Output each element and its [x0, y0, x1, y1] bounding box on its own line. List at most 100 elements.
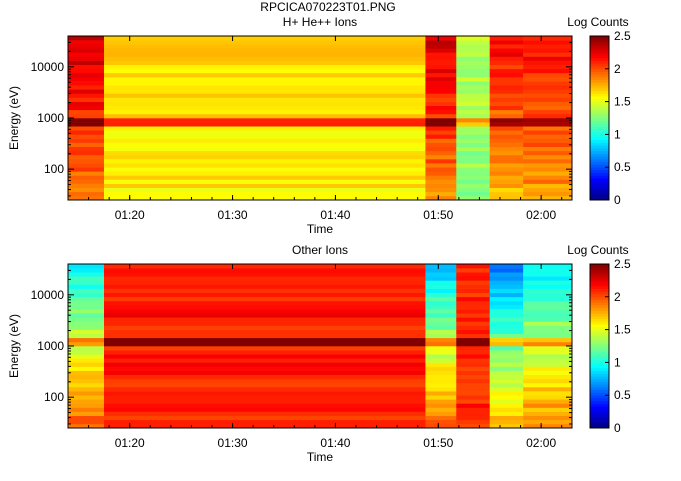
heatmap-cell [523, 187, 573, 193]
heatmap-cell [104, 280, 426, 285]
heatmap-cell [68, 56, 105, 61]
heatmap-cell [489, 284, 524, 289]
heatmap-cell [68, 150, 105, 156]
heatmap-cell [425, 300, 457, 306]
colorbar-swatch [590, 294, 609, 298]
heatmap-cell [523, 85, 573, 90]
heatmap-cell [68, 391, 105, 396]
heatmap-cell [489, 105, 524, 111]
heatmap-cell [489, 142, 524, 147]
heatmap-cell [104, 48, 426, 53]
heatmap-cell [68, 268, 105, 273]
heatmap-cell [523, 105, 573, 111]
heatmap-cell [425, 150, 457, 156]
heatmap-cell [104, 93, 426, 98]
heatmap-cell [104, 77, 426, 82]
heatmap-cell [425, 292, 457, 298]
heatmap-cell [425, 411, 457, 416]
heatmap-cell [456, 423, 491, 429]
heatmap-cell [104, 341, 426, 347]
heatmap-cell [523, 146, 573, 152]
heatmap-cell [425, 317, 457, 322]
heatmap-cell [68, 366, 105, 371]
heatmap-cell [425, 325, 457, 330]
heatmap-cell [523, 268, 573, 273]
colorbar-swatch [590, 139, 609, 143]
colorbar-tick-label: 2.5 [614, 257, 631, 271]
colorbar-swatch [590, 376, 609, 380]
heatmap-cell [68, 81, 105, 86]
x-tick-label: 01:30 [218, 436, 248, 450]
colorbar-swatch [590, 191, 609, 195]
colorbar-swatch [590, 194, 609, 198]
heatmap-cell [456, 36, 491, 41]
heatmap-cell [68, 134, 105, 139]
heatmap-cell [523, 113, 573, 119]
heatmap-cell [489, 272, 524, 277]
heatmap-cell [523, 150, 573, 156]
heatmap-cell [456, 280, 491, 285]
x-axis-label: Time [307, 450, 334, 464]
heatmap-cell [489, 354, 524, 359]
heatmap-cell [104, 407, 426, 412]
heatmap-cell [456, 89, 491, 94]
y-tick-label: 10000 [31, 60, 65, 74]
heatmap-cell [489, 317, 524, 322]
colorbar-tick-label: 1 [614, 355, 621, 369]
colorbar-swatch [590, 351, 609, 355]
colorbar-swatch [590, 274, 609, 279]
colorbar-label: Log Counts [567, 243, 628, 257]
heatmap-cell [456, 146, 491, 152]
colorbar-swatch [590, 417, 609, 421]
heatmap-cell [523, 171, 573, 176]
heatmap-cell [425, 64, 457, 70]
heatmap-cell [456, 313, 491, 318]
heatmap-cell [456, 93, 491, 98]
heatmap-cell [523, 292, 573, 298]
heatmap-cell [456, 395, 491, 400]
heatmap-cell [523, 109, 573, 115]
heatmap-cell [425, 264, 457, 269]
colorbar-swatch [590, 387, 609, 391]
heatmap-cell [68, 183, 105, 188]
heatmap-cell [104, 317, 426, 322]
heatmap-cell [68, 382, 105, 388]
colorbar-swatch [590, 389, 609, 393]
heatmap-cell [456, 366, 491, 371]
heatmap-cell [104, 122, 426, 127]
heatmap-cell [104, 40, 426, 45]
colorbar-swatch [590, 164, 609, 168]
heatmap-cell [425, 81, 457, 86]
heatmap-cell [425, 105, 457, 111]
colorbar-swatch [590, 96, 609, 100]
heatmap-cell [456, 44, 491, 49]
heatmap-cell [456, 387, 491, 392]
heatmap-cell [489, 97, 524, 102]
heatmap-cell [104, 276, 426, 281]
heatmap-cell [456, 81, 491, 86]
heatmap-cell [68, 44, 105, 49]
heatmap-cell [68, 175, 105, 180]
heatmap-cell [456, 97, 491, 102]
heatmap-cell [456, 159, 491, 164]
heatmap-cell [489, 126, 524, 131]
heatmap-cell [456, 346, 491, 351]
heatmap-cell [425, 305, 457, 310]
colorbar-tick-label: 0 [614, 193, 621, 207]
heatmap-cell [68, 138, 105, 143]
heatmap-cell [425, 60, 457, 65]
colorbar-swatch [590, 403, 609, 407]
heatmap-cell [104, 97, 426, 102]
heatmap-cell [523, 276, 573, 281]
heatmap-cell [425, 415, 457, 421]
heatmap-cell [425, 167, 457, 172]
heatmap-cell [425, 419, 457, 425]
heatmap-cell [425, 403, 457, 408]
colorbar-swatch [590, 90, 609, 94]
heatmap-cell [523, 183, 573, 188]
heatmap-cell [425, 191, 457, 197]
colorbar-swatch [590, 283, 609, 287]
